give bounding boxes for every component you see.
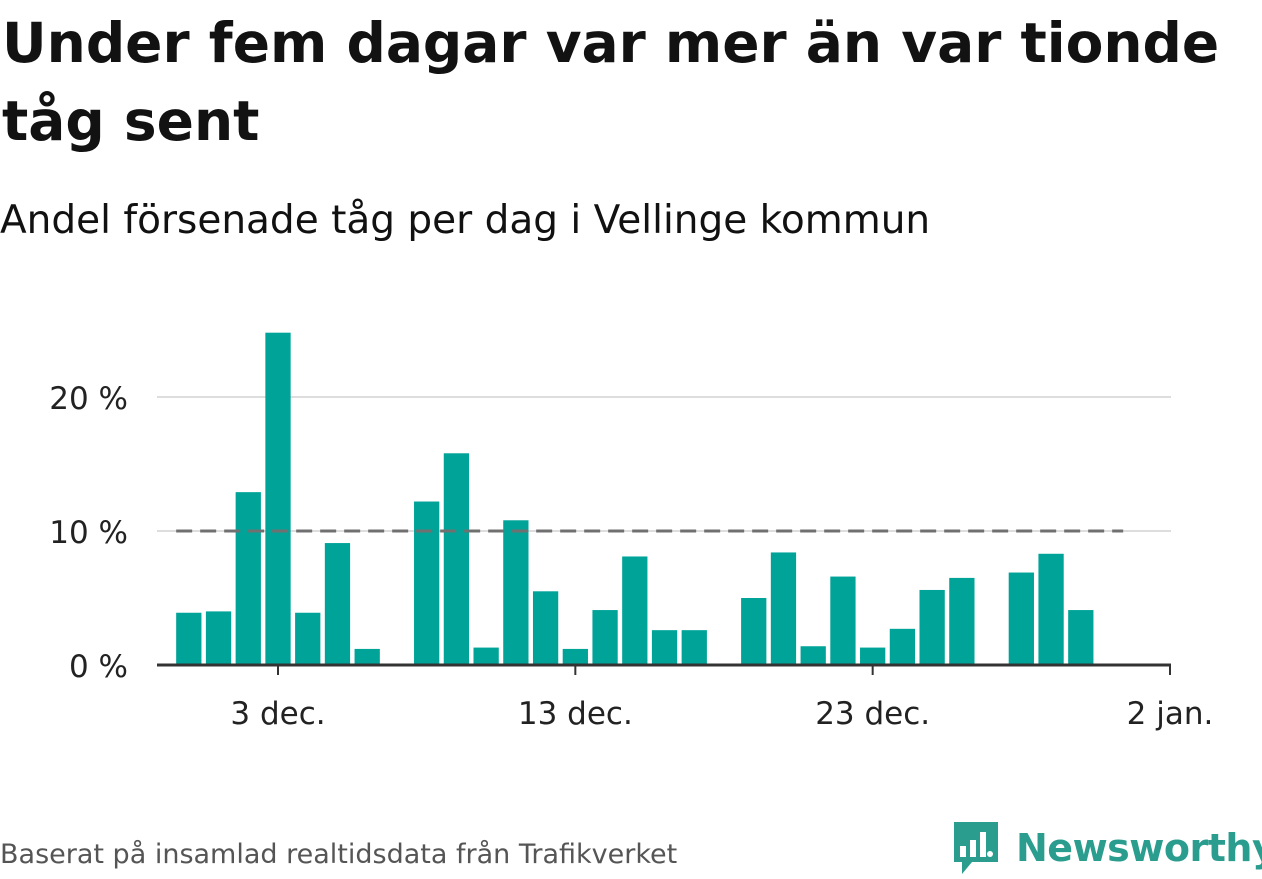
y-tick-label: 0 % [69,649,128,685]
y-tick-label: 20 % [49,381,128,417]
bar [414,501,440,665]
gridlines [157,396,1171,532]
bar [295,612,321,665]
bars [176,332,1094,665]
bar [860,647,886,665]
bar [889,628,916,665]
bar [265,332,291,665]
bar [443,453,470,665]
bar-chart: 0 % 10 % 20 % 3 dec. 13 dec. 23 dec. 2 jan. [49,332,1213,732]
bar [800,646,826,665]
bar [651,630,678,665]
newsworthy-logo[interactable]: Newsworthy [950,818,1262,878]
logo-text: Newsworthy [1016,826,1262,870]
bar [770,552,797,665]
bar [1038,553,1064,665]
bar [503,520,529,665]
bar [1068,610,1094,665]
bar [532,591,559,665]
bar [592,610,618,665]
bar [324,543,351,665]
bar [919,589,945,665]
x-tick-label: 2 jan. [1127,696,1214,732]
bar [562,648,588,665]
chart-subtitle: Andel försenade tåg per dag i Vellinge k… [0,198,931,243]
bar [205,611,232,665]
axes: 0 % 10 % 20 % 3 dec. 13 dec. 23 dec. 2 jan. [49,381,1213,732]
x-tick-label: 13 dec. [518,696,633,732]
bar [681,630,707,665]
bar [830,576,856,665]
bar [235,492,261,665]
bar [176,612,202,665]
chart-title: Under fem dagar var mer än var tionde tå… [2,11,1220,153]
newsworthy-bar-chart-icon [954,822,998,874]
bar [1008,572,1034,665]
bar [949,577,975,665]
x-tick-label: 3 dec. [230,696,325,732]
bar [473,647,499,665]
source-note: Baserat på insamlad realtidsdata från Tr… [0,839,678,870]
x-tick-label: 23 dec. [815,696,930,732]
y-tick-label: 10 % [49,515,128,551]
bar [741,598,767,665]
bar [354,648,380,665]
bar [622,556,648,665]
